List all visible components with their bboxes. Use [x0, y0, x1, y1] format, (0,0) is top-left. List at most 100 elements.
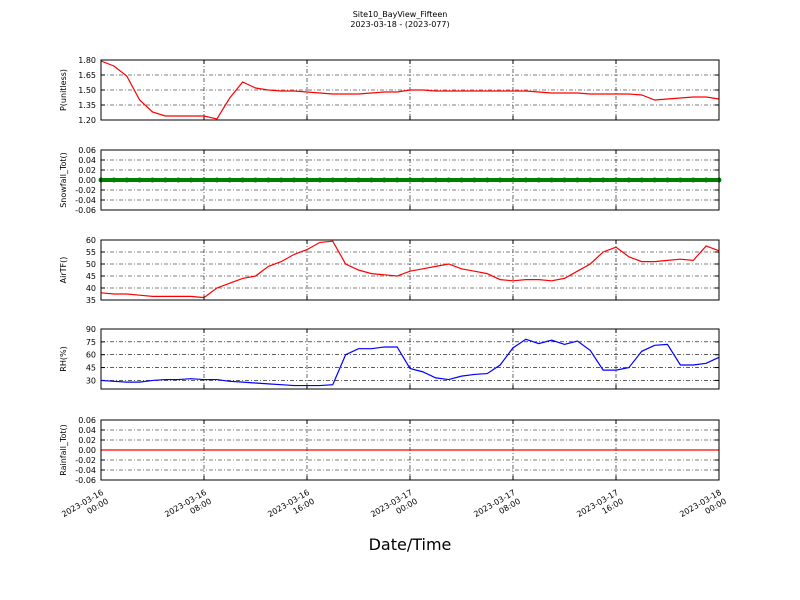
x-tick-label: 2023-03-1800:00 — [678, 488, 728, 528]
data-point — [343, 177, 349, 183]
data-point — [703, 177, 709, 183]
chart-title: Site10_BayView_Fifteen — [353, 10, 448, 19]
y-tick-label: 55 — [86, 248, 96, 257]
data-point — [278, 177, 284, 183]
data-point — [587, 177, 593, 183]
y-tick-label: 1.50 — [78, 86, 96, 95]
y-tick-label: 0.04 — [78, 426, 96, 435]
data-point — [690, 177, 696, 183]
x-tick-label: 2023-03-1708:00 — [472, 488, 522, 528]
y-tick-label: -0.04 — [75, 466, 96, 475]
data-point — [626, 177, 632, 183]
y-tick-label: 0.06 — [78, 146, 96, 155]
x-tick-label: 2023-03-1716:00 — [575, 488, 625, 528]
data-point — [137, 177, 143, 183]
data-point — [162, 177, 168, 183]
y-tick-label: 1.65 — [78, 71, 96, 80]
y-tick-label: 40 — [86, 284, 96, 293]
x-tick-label: 2023-03-1700:00 — [369, 488, 419, 528]
y-axis-label: RH(%) — [59, 346, 68, 371]
data-point — [317, 177, 323, 183]
data-point — [433, 177, 439, 183]
data-point — [330, 177, 336, 183]
y-axis-label: AirTF() — [59, 257, 68, 284]
data-point — [510, 177, 516, 183]
y-tick-label: 30 — [86, 376, 96, 385]
data-point — [214, 177, 220, 183]
data-line — [100, 338, 720, 387]
data-point — [368, 177, 374, 183]
y-tick-label: -0.06 — [75, 476, 96, 485]
y-tick-label: 45 — [86, 364, 96, 373]
data-point — [562, 177, 567, 183]
data-point — [600, 177, 606, 183]
y-tick-label: -0.04 — [75, 196, 96, 205]
plot-frame — [100, 419, 720, 481]
data-point — [111, 177, 117, 183]
data-point — [497, 177, 503, 183]
data-point — [484, 177, 490, 183]
data-point — [677, 177, 683, 183]
x-tick-label: 2023-03-1600:00 — [60, 488, 110, 528]
data-line — [100, 60, 720, 120]
data-point — [549, 177, 555, 183]
y-tick-label: -0.02 — [75, 456, 96, 465]
data-point — [536, 177, 542, 183]
data-point — [523, 177, 529, 183]
data-point — [665, 177, 670, 183]
y-tick-label: -0.02 — [75, 186, 96, 195]
data-point — [420, 177, 426, 183]
y-tick-label: 90 — [86, 325, 96, 334]
y-tick-label: 0.04 — [78, 156, 96, 165]
plot-frame — [100, 149, 720, 211]
y-tick-label: -0.06 — [75, 206, 96, 215]
y-axis-label: P(unitless) — [59, 69, 68, 111]
y-axis-label: Rainfall_Tot() — [59, 424, 68, 476]
data-point — [459, 177, 464, 183]
y-tick-label: 0.00 — [78, 176, 96, 185]
chart-subtitle: 2023-03-18 - (2023-077) — [350, 20, 449, 29]
data-point — [150, 177, 155, 183]
data-point — [652, 177, 658, 183]
y-tick-label: 35 — [86, 296, 96, 305]
y-tick-label: 0.00 — [78, 446, 96, 455]
data-point — [394, 177, 400, 183]
x-axis-label: Date/Time — [369, 535, 452, 554]
data-line — [100, 240, 720, 299]
y-tick-label: 60 — [86, 236, 96, 245]
data-point — [265, 177, 271, 183]
data-point — [381, 177, 387, 183]
y-tick-label: 1.35 — [78, 101, 96, 110]
y-tick-label: 1.20 — [78, 116, 96, 125]
y-tick-label: 60 — [86, 351, 96, 360]
data-point — [227, 177, 233, 183]
data-point — [253, 177, 258, 183]
y-tick-label: 75 — [86, 338, 96, 347]
y-tick-label: 45 — [86, 272, 96, 281]
y-tick-label: 0.02 — [78, 166, 96, 175]
y-tick-label: 50 — [86, 260, 96, 269]
y-tick-label: 1.80 — [78, 56, 96, 65]
data-point — [304, 177, 310, 183]
data-point — [124, 177, 130, 183]
data-point — [574, 177, 580, 183]
data-point — [188, 177, 194, 183]
data-point — [240, 177, 246, 183]
data-point — [471, 177, 477, 183]
plot-frame — [100, 328, 720, 390]
data-point — [291, 177, 297, 183]
data-point — [175, 177, 181, 183]
x-tick-label: 2023-03-1608:00 — [163, 488, 213, 528]
x-tick-label: 2023-03-1616:00 — [266, 488, 316, 528]
y-tick-label: 0.02 — [78, 436, 96, 445]
data-point — [201, 177, 207, 183]
data-point — [613, 177, 619, 183]
plot-frame — [100, 239, 720, 301]
y-axis-label: Snowfall_Tot() — [59, 152, 68, 208]
data-point — [356, 177, 361, 183]
y-tick-label: 0.06 — [78, 416, 96, 425]
data-point — [446, 177, 452, 183]
data-point — [639, 177, 645, 183]
data-point — [407, 177, 413, 183]
